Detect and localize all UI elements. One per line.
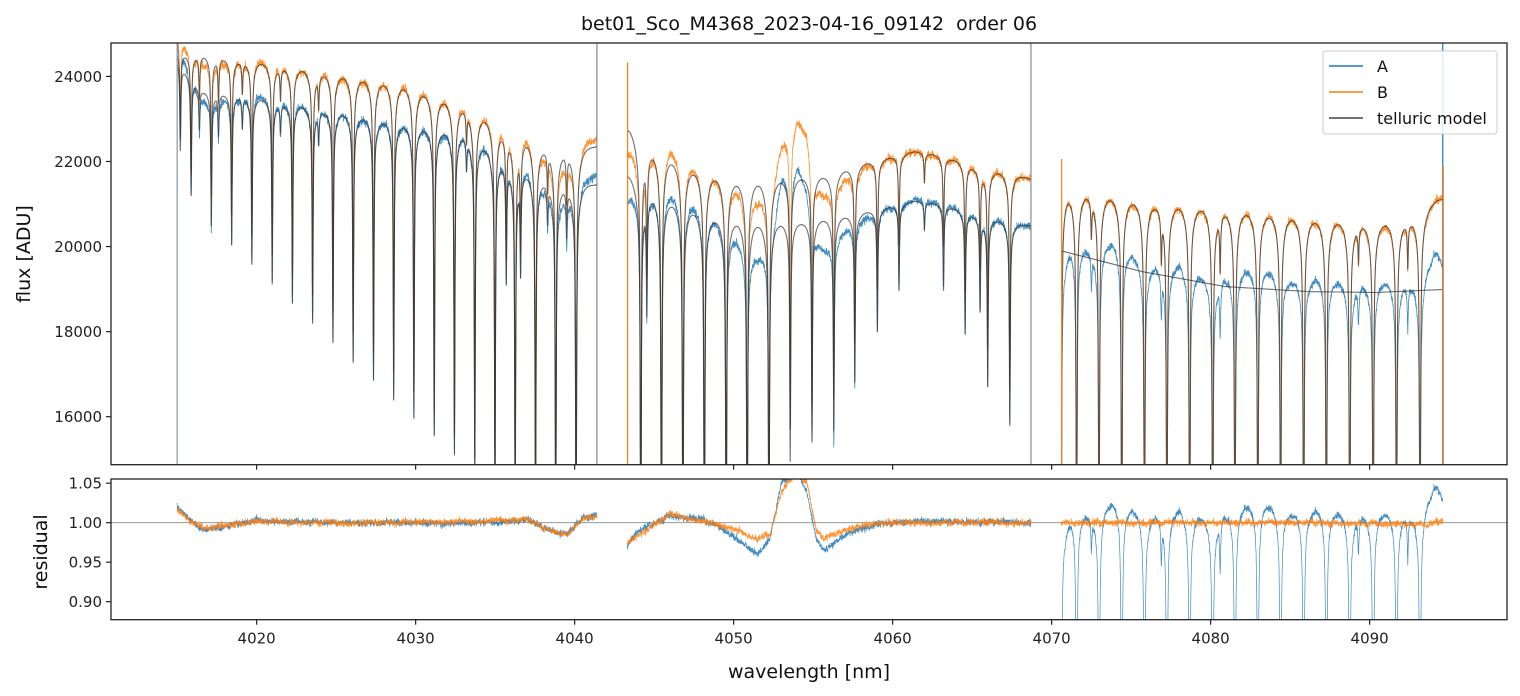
legend-label-a: A [1377, 57, 1388, 76]
residual-b-segment-2 [626, 479, 1032, 545]
x-axis-label: wavelength [nm] [728, 661, 890, 683]
chart-title: bet01_Sco_M4368_2023-04-16_09142 order 0… [581, 13, 1037, 35]
residual-axes-frame [110, 478, 1508, 621]
x-tick-label: 4080 [1192, 630, 1230, 648]
residual-panel [111, 479, 1507, 620]
flux-panel [176, 43, 1444, 465]
x-tick-label: 4030 [397, 630, 435, 648]
y-tick-label-residual: 1.05 [69, 475, 102, 493]
y-tick-label-residual: 1.00 [69, 514, 102, 532]
x-tick-label: 4050 [715, 630, 753, 648]
residual-a-segment-3 [1061, 484, 1443, 620]
y-tick-label-flux: 22000 [54, 153, 102, 171]
y-tick-label-flux: 20000 [54, 238, 102, 256]
x-tick-label: 4020 [238, 630, 276, 648]
telluric-model-a-segment-3 [1061, 250, 1443, 294]
y-tick-label-residual: 0.90 [69, 593, 102, 611]
x-tick-label: 4060 [874, 630, 912, 648]
telluric-model-b-segment-2 [626, 129, 1032, 465]
axes: 4020 4030 4040 4050 4060 4070 4080 4090 16000 180… [54, 42, 1508, 648]
legend-frame [1322, 50, 1498, 135]
y-tick-label-flux: 24000 [54, 68, 102, 86]
y-tick-label-flux: 16000 [54, 408, 102, 426]
legend-label-model: telluric model [1377, 109, 1487, 128]
telluric-model-b-segment-1 [176, 55, 597, 465]
legend-label-b: B [1377, 83, 1388, 102]
y-tick-label-flux: 18000 [54, 323, 102, 341]
x-tick-label: 4070 [1033, 630, 1071, 648]
residual-b-segment-3 [1060, 516, 1444, 530]
residual-b-segment-1 [176, 506, 598, 538]
series-b-segment-1 [176, 43, 598, 465]
telluric-model-a-segment-2 [626, 175, 1032, 465]
telluric-model-b-segment-3 [1061, 198, 1443, 465]
legend: A B telluric model [1322, 50, 1498, 135]
y-axis-label-flux: flux [ADU] [13, 205, 35, 303]
series-a-segment-3 [1061, 242, 1444, 465]
x-tick-label: 4040 [556, 630, 594, 648]
y-axis-label-residual: residual [30, 514, 52, 589]
y-tick-label-residual: 0.95 [69, 554, 102, 572]
x-tick-label: 4090 [1351, 630, 1389, 648]
telluric-model-a-segment-1 [176, 64, 597, 465]
flux-axes-frame [110, 42, 1508, 466]
